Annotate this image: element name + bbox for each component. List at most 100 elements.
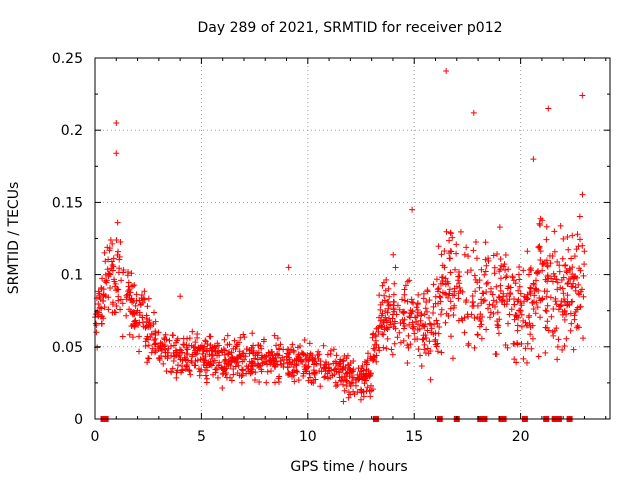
data-point	[514, 327, 521, 334]
data-point	[542, 349, 549, 356]
data-point	[488, 285, 495, 292]
data-point	[312, 376, 319, 383]
data-point	[529, 335, 536, 342]
data-point	[486, 301, 493, 308]
data-point	[232, 363, 239, 370]
data-point	[207, 361, 214, 368]
data-point	[184, 346, 191, 353]
data-point	[482, 256, 489, 263]
data-point	[541, 259, 548, 266]
data-point	[492, 351, 499, 358]
data-point	[442, 275, 449, 282]
data-point	[456, 284, 463, 291]
data-point	[359, 362, 366, 369]
data-point	[393, 311, 400, 318]
data-point	[514, 298, 521, 305]
data-point	[244, 346, 251, 353]
data-point	[574, 274, 581, 281]
data-point	[387, 319, 394, 326]
data-point	[321, 374, 328, 381]
data-point	[409, 319, 416, 326]
data-point	[200, 356, 207, 363]
data-point	[414, 309, 421, 316]
data-point	[116, 256, 123, 263]
data-point	[551, 248, 558, 255]
data-point	[581, 261, 588, 268]
data-point	[160, 360, 167, 367]
data-point	[224, 332, 231, 339]
data-point	[547, 294, 554, 301]
data-point	[462, 299, 469, 306]
data-point	[532, 285, 539, 292]
data-point	[522, 345, 529, 352]
data-point	[289, 341, 296, 348]
data-point	[571, 316, 578, 323]
data-point	[107, 237, 114, 244]
data-point	[540, 260, 547, 267]
data-point	[549, 329, 556, 336]
data-point	[272, 379, 278, 386]
data-point	[366, 388, 373, 395]
data-point	[162, 331, 169, 338]
data-point	[539, 296, 546, 303]
data-point	[417, 312, 424, 319]
data-point	[497, 275, 504, 282]
data-point	[238, 353, 245, 360]
data-point	[130, 297, 137, 304]
data-point	[248, 368, 255, 375]
data-point	[516, 283, 523, 290]
data-point	[263, 379, 270, 386]
data-point	[115, 286, 122, 293]
data-point	[341, 352, 348, 359]
data-point	[471, 314, 478, 321]
data-point	[345, 394, 352, 401]
data-point	[119, 333, 126, 340]
data-point	[265, 349, 272, 356]
data-point	[386, 315, 393, 322]
data-point	[258, 345, 265, 352]
data-point	[469, 293, 476, 300]
data-point	[424, 327, 431, 334]
data-point	[561, 343, 568, 350]
data-point	[151, 341, 158, 348]
data-point	[183, 341, 190, 348]
data-point	[360, 393, 367, 400]
data-point	[575, 243, 582, 250]
data-point	[141, 288, 148, 295]
data-point	[115, 248, 122, 255]
data-point	[365, 370, 372, 377]
data-point	[476, 315, 483, 322]
data-point	[349, 374, 356, 381]
data-point	[518, 311, 525, 318]
data-point	[432, 293, 439, 300]
data-point	[426, 297, 433, 304]
data-point	[474, 279, 481, 286]
data-point	[559, 346, 566, 353]
data-point	[238, 366, 245, 373]
y-axis-label: SRMTID / TECUs	[6, 182, 22, 295]
data-point	[194, 357, 201, 364]
data-point	[252, 369, 259, 376]
data-point	[212, 345, 219, 352]
data-point	[401, 323, 408, 330]
data-point	[102, 271, 109, 278]
data-point	[518, 340, 525, 347]
data-point	[220, 370, 227, 377]
data-point	[243, 363, 250, 370]
data-point	[511, 356, 518, 363]
y-tick-label: 0	[74, 412, 83, 428]
data-point	[283, 350, 290, 357]
data-point	[396, 329, 403, 336]
data-point	[433, 343, 440, 350]
data-point	[100, 315, 107, 322]
data-point	[238, 372, 245, 379]
data-point	[405, 344, 412, 351]
x-tick-label: 5	[197, 429, 206, 445]
data-point	[551, 228, 558, 235]
grid-lines	[95, 58, 610, 419]
data-point	[520, 317, 527, 324]
data-point	[106, 245, 113, 252]
data-point	[547, 260, 554, 267]
data-point	[544, 263, 551, 270]
data-point	[476, 323, 483, 330]
